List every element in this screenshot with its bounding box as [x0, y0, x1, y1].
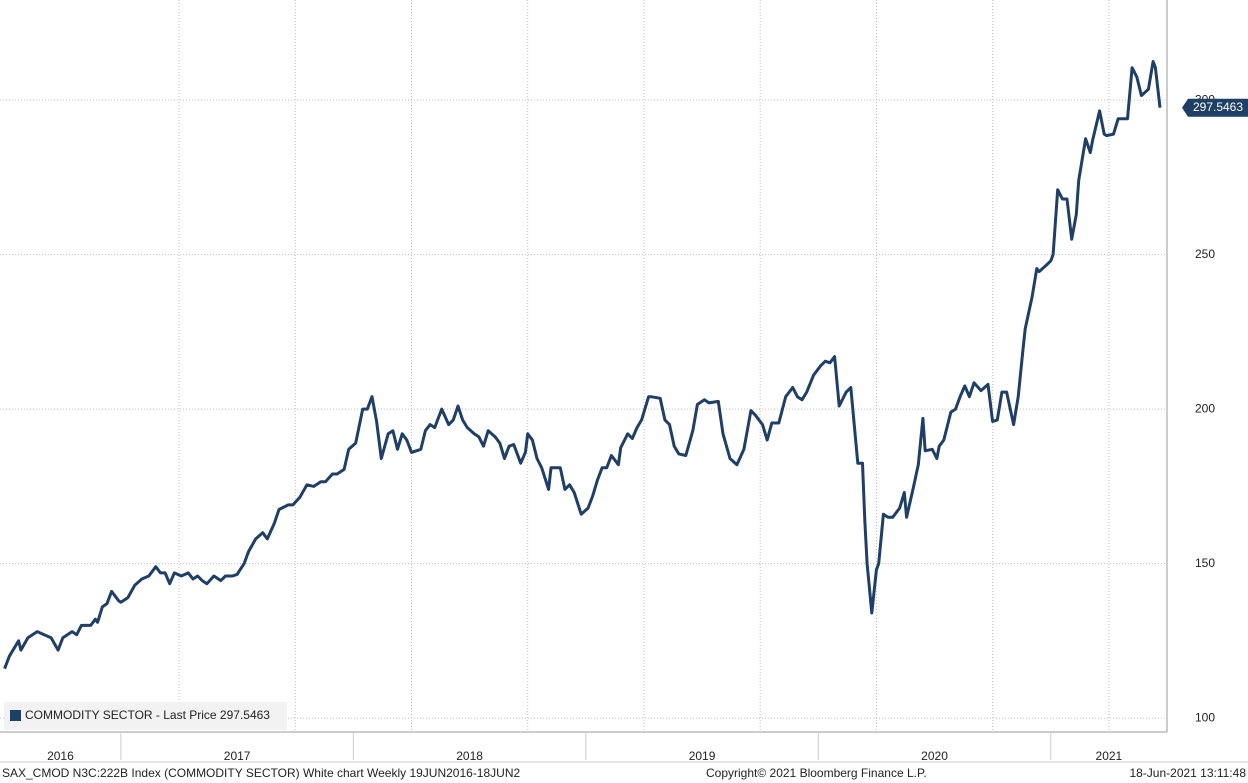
timestamp: 18-Jun-2021 13:11:48: [1129, 766, 1246, 780]
x-tick-label: 2021: [1096, 749, 1123, 763]
plot: [3, 60, 1162, 670]
grid: [0, 0, 1167, 732]
x-tick-label: 2016: [47, 749, 74, 763]
legend-label: COMMODITY SECTOR - Last Price 297.5463: [25, 708, 270, 722]
footer: SAX_CMOD N3C:222B Index (COMMODITY SECTO…: [2, 766, 520, 780]
last-price-label: 297.5463: [1193, 100, 1243, 114]
copyright: Copyright© 2021 Bloomberg Finance L.P.: [706, 766, 927, 780]
y-tick-label: 200: [1195, 401, 1215, 415]
y-tick-label: 100: [1195, 710, 1215, 724]
last-price-tag: [1182, 98, 1248, 117]
legend-box: [4, 702, 287, 730]
x-tick-label: 2020: [921, 749, 948, 763]
legend-swatch: [10, 710, 21, 721]
y-tick-label: 250: [1195, 247, 1215, 261]
y-tick-label: 150: [1195, 556, 1215, 570]
x-tick-label: 2018: [456, 749, 483, 763]
x-tick-label: 2017: [224, 749, 251, 763]
line: [3, 60, 1162, 670]
x-tick-label: 2019: [689, 749, 716, 763]
